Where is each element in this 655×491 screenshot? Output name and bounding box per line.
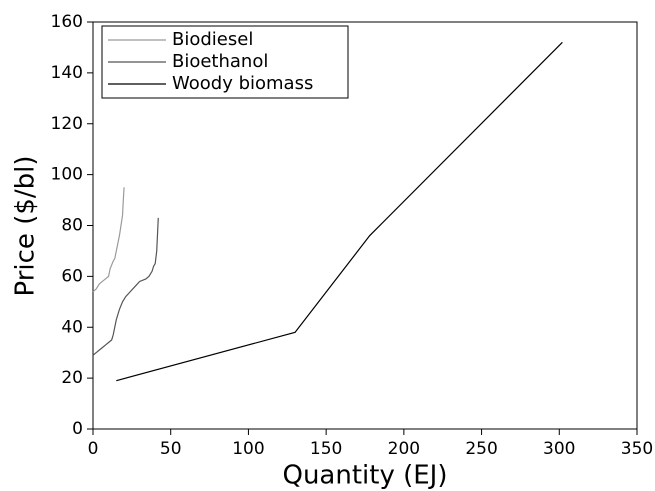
y-tick-label: 60 <box>61 266 83 286</box>
y-axis-label: Price ($/bl) <box>11 155 41 296</box>
x-tick-label: 200 <box>388 439 420 459</box>
series-line <box>116 41 563 382</box>
x-tick-label: 250 <box>465 439 497 459</box>
y-tick-label: 140 <box>51 63 83 83</box>
y-tick-label: 20 <box>61 368 83 388</box>
x-tick-label: 150 <box>310 439 342 459</box>
legend-label: Biodiesel <box>172 29 253 50</box>
legend-label: Woody biomass <box>172 73 313 94</box>
x-tick-label: 300 <box>543 439 575 459</box>
y-tick-label: 100 <box>51 165 83 185</box>
x-tick-label: 50 <box>160 439 182 459</box>
y-tick-label: 160 <box>51 12 83 32</box>
x-tick-label: 350 <box>621 439 653 459</box>
legend-label: Bioethanol <box>172 51 268 72</box>
x-axis-label: Quantity (EJ) <box>282 461 447 491</box>
y-tick-label: 40 <box>61 317 83 337</box>
x-tick-label: 0 <box>88 439 99 459</box>
y-tick-label: 80 <box>61 216 83 236</box>
y-tick-label: 0 <box>72 419 83 439</box>
series-line <box>92 217 159 356</box>
x-tick-label: 100 <box>232 439 264 459</box>
y-tick-label: 120 <box>51 114 83 134</box>
series-line <box>92 187 125 293</box>
